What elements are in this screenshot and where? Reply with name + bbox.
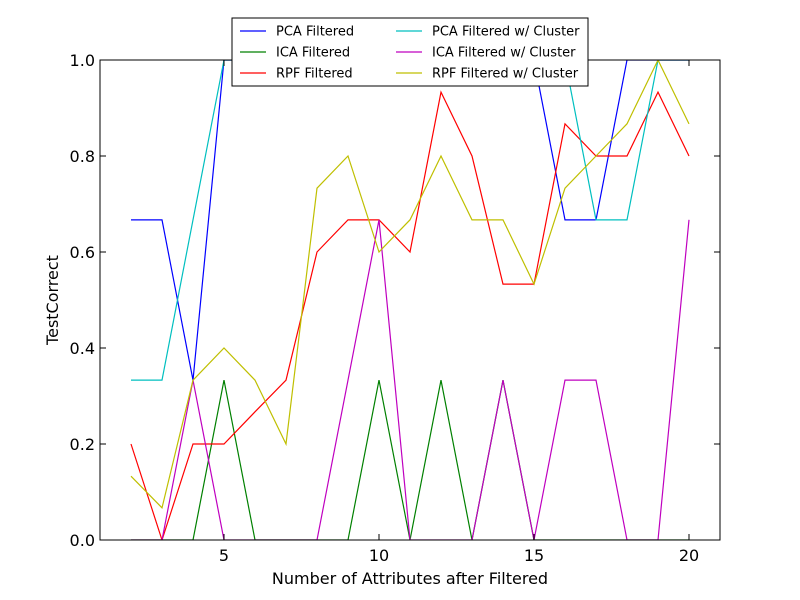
- x-axis-label: Number of Attributes after Filtered: [272, 569, 548, 588]
- legend-label-5: ICA Filtered w/ Cluster: [432, 46, 576, 61]
- y-tick-label-3: 0.4: [70, 339, 95, 358]
- series-line-5: [131, 219, 690, 540]
- plot-area: [100, 60, 720, 540]
- series-line-2: [131, 380, 689, 540]
- y-tick-label-2: 0.2: [70, 435, 95, 454]
- series-layer: [130, 60, 690, 540]
- y-axis-label: TestCorrect: [43, 255, 62, 346]
- legend-label-4: PCA Filtered w/ Cluster: [432, 25, 580, 40]
- legend-items: PCA Filtered ICA Filtered RPF Filtered PCA …: [240, 25, 580, 82]
- series-line-4: [131, 60, 689, 381]
- legend-label-3: RPF Filtered: [276, 67, 353, 82]
- x-tick-label-3: 15: [524, 546, 544, 565]
- y-tick-label-5: 0.8: [70, 147, 95, 166]
- x-tick-label-4: 20: [679, 546, 699, 565]
- y-tick-label-1: 0.0: [70, 531, 95, 550]
- tick-labels-layer: 5 10 15 20 0.0 0.2 0.4 0.6 0.8 1.0: [70, 51, 700, 565]
- legend-label-6: RPF Filtered w/ Cluster: [432, 67, 579, 82]
- legend-label-1: PCA Filtered: [276, 25, 354, 40]
- legend-label-2: ICA Filtered: [276, 46, 350, 61]
- series-line-6: [130, 60, 690, 510]
- y-tick-label-4: 0.6: [70, 243, 95, 262]
- x-tick-label-2: 10: [369, 546, 389, 565]
- legend: PCA Filtered ICA Filtered RPF Filtered PCA …: [231, 17, 589, 87]
- x-tick-label-1: 5: [219, 546, 229, 565]
- y-tick-label-6: 1.0: [70, 51, 95, 70]
